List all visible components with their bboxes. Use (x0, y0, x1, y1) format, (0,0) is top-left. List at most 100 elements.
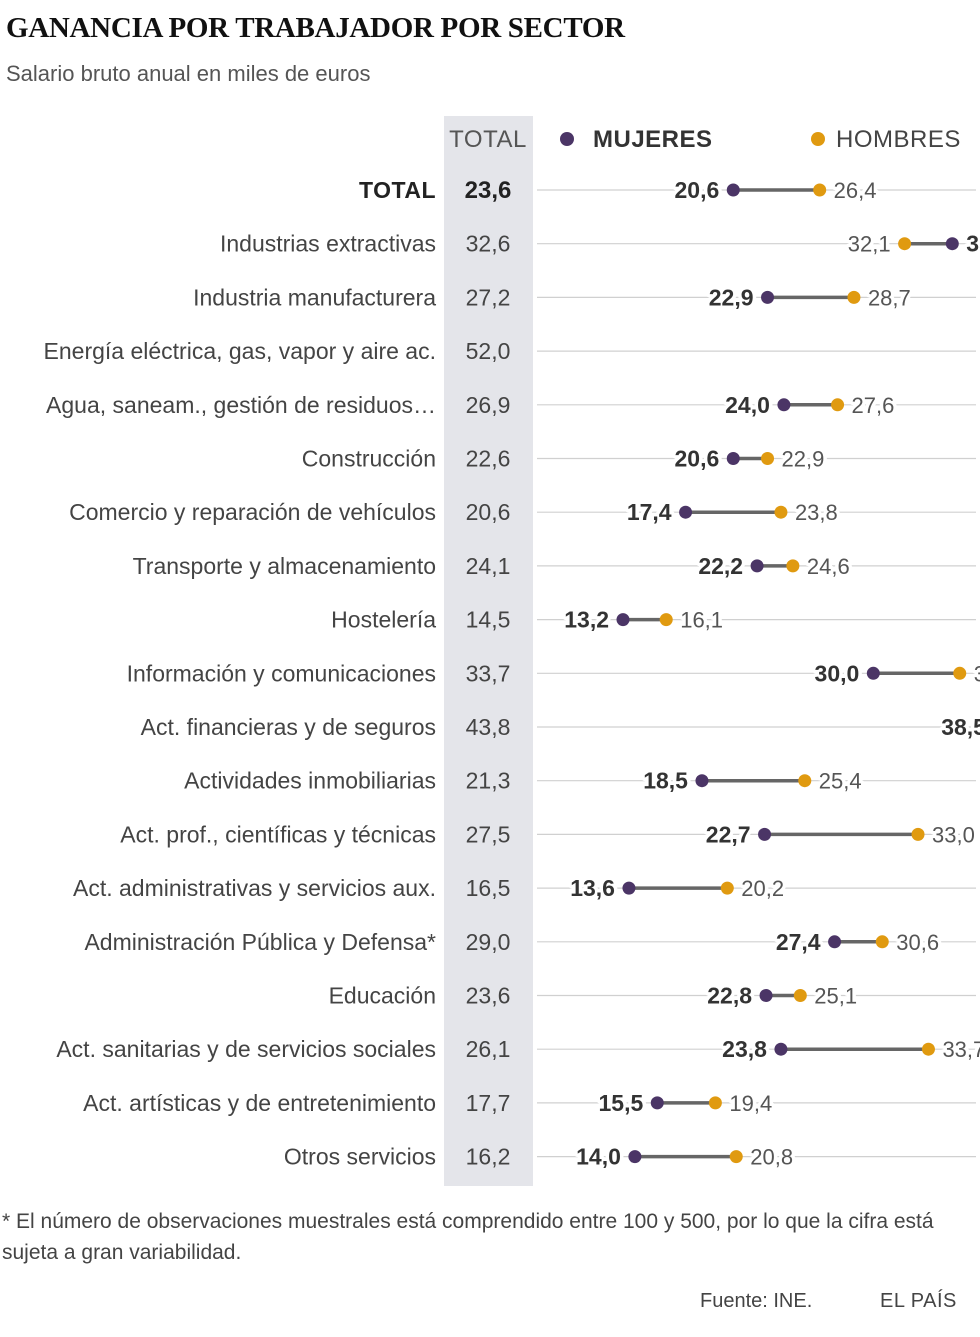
mujeres-value: 17,4 (627, 499, 672, 525)
sector-label: TOTAL (359, 177, 436, 203)
hombres-dot (786, 559, 800, 573)
mujeres-value: 22,7 (706, 821, 751, 847)
total-value: 43,8 (466, 714, 511, 740)
mujeres-dot (650, 1096, 664, 1110)
mujeres-dot (695, 774, 709, 788)
sector-label: Industria manufacturera (193, 284, 436, 310)
legend-hombres-label: HOMBRES (836, 126, 961, 153)
total-value: 14,5 (466, 607, 511, 633)
total-value: 16,5 (466, 875, 511, 901)
total-column-band (444, 116, 533, 1186)
hombres-dot (911, 827, 925, 841)
hombres-dot (813, 183, 827, 197)
hombres-value: 22,9 (782, 447, 825, 472)
hombres-value: 25,4 (819, 769, 862, 794)
total-value: 27,5 (466, 821, 511, 847)
hombres-value: 27,6 (852, 393, 895, 418)
sector-label: Act. prof., científicas y técnicas (120, 821, 436, 847)
hombres-dot (898, 237, 912, 251)
sector-label: Educación (329, 983, 436, 1009)
mujeres-dot (622, 881, 636, 895)
mujeres-dot (679, 505, 693, 519)
total-value: 26,9 (466, 392, 511, 418)
sector-label: Agua, saneam., gestión de residuos… (46, 392, 436, 418)
hombres-dot (847, 290, 861, 304)
sector-label: Act. sanitarias y de servicios sociales (56, 1036, 436, 1062)
hombres-dot (793, 989, 807, 1002)
chart-subtitle: Salario bruto anual en miles de euros (6, 61, 371, 86)
dumbbell-chart: TOTAL MUJERES HOMBRES TOTAL 23,6 20,6 26,4 Indu… (44, 116, 980, 1186)
sector-label: Comercio y reparación de vehículos (69, 499, 436, 525)
mujeres-dot (774, 1042, 788, 1056)
hombres-dot (774, 505, 788, 519)
hombres-dot (953, 666, 967, 680)
hombres-value: 35,8 (974, 661, 980, 686)
mujeres-value: 13,6 (570, 875, 615, 901)
total-value: 52,0 (466, 338, 511, 364)
mujeres-dot (945, 237, 959, 251)
mujeres-value: 30,0 (815, 660, 860, 686)
sector-label: Energía eléctrica, gas, vapor y aire ac. (44, 338, 436, 364)
hombres-dot (659, 613, 673, 627)
mujeres-value: 14,0 (576, 1144, 621, 1170)
sector-label: Otros servicios (284, 1144, 436, 1170)
total-value: 23,6 (465, 177, 512, 204)
sector-label: Act. financieras y de seguros (141, 714, 436, 740)
sector-label: Industrias extractivas (220, 231, 436, 257)
mujeres-dot (866, 666, 880, 680)
mujeres-value: 22,2 (698, 553, 743, 579)
hombres-dot (875, 935, 889, 949)
total-value: 29,0 (466, 929, 511, 955)
mujeres-value: 22,8 (707, 983, 752, 1009)
total-value: 33,7 (466, 660, 511, 686)
hombres-value: 24,6 (807, 554, 850, 579)
sector-label: Administración Pública y Defensa* (84, 929, 436, 955)
mujeres-value: 13,2 (564, 607, 609, 633)
hombres-dot (720, 881, 734, 895)
chart-title: GANANCIA POR TRABAJADOR POR SECTOR (6, 12, 625, 44)
mujeres-dot (628, 1150, 642, 1164)
mujeres-dot (616, 613, 630, 627)
total-value: 32,6 (466, 231, 511, 257)
hombres-value: 33,7 (942, 1037, 980, 1062)
hombres-dot (798, 774, 812, 788)
hombres-value: 33,0 (932, 822, 975, 847)
mujeres-dot (726, 183, 740, 197)
mujeres-value: 23,8 (722, 1036, 767, 1062)
mujeres-value: 15,5 (599, 1090, 644, 1116)
hombres-dot (921, 1042, 935, 1056)
mujeres-value: 38,5 (941, 714, 980, 740)
sector-label: Act. administrativas y servicios aux. (73, 875, 436, 901)
mujeres-value: 20,6 (674, 446, 719, 472)
total-value: 24,1 (466, 553, 511, 579)
sector-label: Construcción (302, 446, 436, 472)
sector-label: Información y comunicaciones (127, 660, 436, 686)
brand-logo: EL PAÍS (880, 1290, 957, 1312)
mujeres-value: 27,4 (776, 929, 821, 955)
mujeres-dot (828, 935, 842, 949)
mujeres-dot (750, 559, 764, 573)
hombres-value: 30,6 (896, 930, 939, 955)
hombres-value: 28,7 (868, 285, 911, 310)
mujeres-value: 18,5 (643, 768, 688, 794)
total-value: 16,2 (466, 1144, 511, 1170)
source-note: Fuente: INE. (700, 1290, 813, 1312)
legend-mujeres-marker (560, 132, 574, 146)
hombres-value: 19,4 (729, 1091, 772, 1116)
total-value: 27,2 (466, 284, 511, 310)
mujeres-dot (726, 452, 740, 465)
footnote: * El número de observaciones muestrales … (2, 1210, 934, 1264)
hombres-dot (831, 398, 845, 412)
total-value: 22,6 (466, 446, 511, 472)
hombres-value: 23,8 (795, 500, 838, 525)
hombres-dot (761, 452, 775, 465)
mujeres-value: 20,6 (674, 177, 719, 203)
sector-label: Actividades inmobiliarias (184, 768, 436, 794)
total-value: 20,6 (466, 499, 511, 525)
total-value: 23,6 (466, 983, 511, 1009)
total-value: 26,1 (466, 1036, 511, 1062)
sector-label: Hostelería (331, 607, 436, 633)
hombres-value: 16,1 (680, 608, 723, 633)
hombres-value: 20,8 (750, 1145, 793, 1170)
sector-label: Transporte y almacenamiento (133, 553, 436, 579)
